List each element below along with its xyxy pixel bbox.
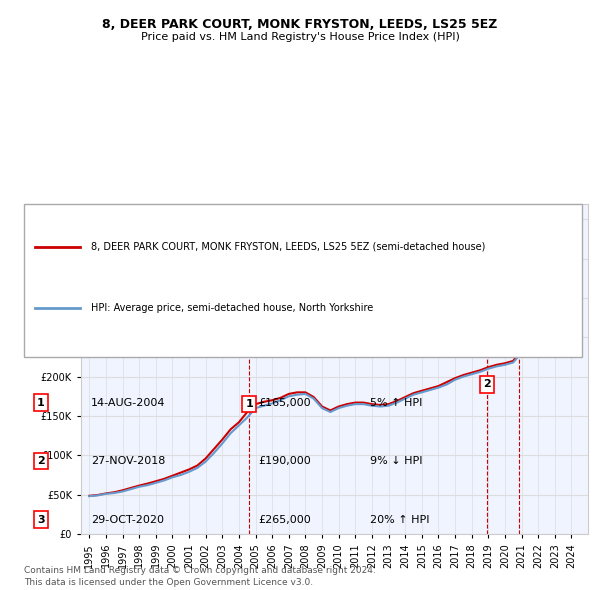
Text: £165,000: £165,000: [259, 398, 311, 408]
Text: 3: 3: [37, 514, 44, 525]
Text: HPI: Average price, semi-detached house, North Yorkshire: HPI: Average price, semi-detached house,…: [91, 303, 373, 313]
Text: 29-OCT-2020: 29-OCT-2020: [91, 514, 164, 525]
Text: 1: 1: [37, 398, 44, 408]
Text: £265,000: £265,000: [259, 514, 311, 525]
Text: £190,000: £190,000: [259, 456, 311, 466]
Text: 8, DEER PARK COURT, MONK FRYSTON, LEEDS, LS25 5EZ: 8, DEER PARK COURT, MONK FRYSTON, LEEDS,…: [103, 18, 497, 31]
Text: 20% ↑ HPI: 20% ↑ HPI: [370, 514, 430, 525]
Text: 2: 2: [483, 379, 491, 389]
Text: This data is licensed under the Open Government Licence v3.0.: This data is licensed under the Open Gov…: [24, 578, 313, 587]
Text: 14-AUG-2004: 14-AUG-2004: [91, 398, 166, 408]
Text: 1: 1: [245, 399, 253, 409]
Text: 27-NOV-2018: 27-NOV-2018: [91, 456, 166, 466]
Text: 5% ↑ HPI: 5% ↑ HPI: [370, 398, 422, 408]
FancyBboxPatch shape: [24, 204, 582, 357]
Text: 8, DEER PARK COURT, MONK FRYSTON, LEEDS, LS25 5EZ (semi-detached house): 8, DEER PARK COURT, MONK FRYSTON, LEEDS,…: [91, 241, 485, 251]
Text: 3: 3: [515, 320, 523, 330]
Text: Contains HM Land Registry data © Crown copyright and database right 2024.: Contains HM Land Registry data © Crown c…: [24, 566, 376, 575]
Text: 9% ↓ HPI: 9% ↓ HPI: [370, 456, 422, 466]
Text: Price paid vs. HM Land Registry's House Price Index (HPI): Price paid vs. HM Land Registry's House …: [140, 32, 460, 42]
Text: 2: 2: [37, 456, 44, 466]
